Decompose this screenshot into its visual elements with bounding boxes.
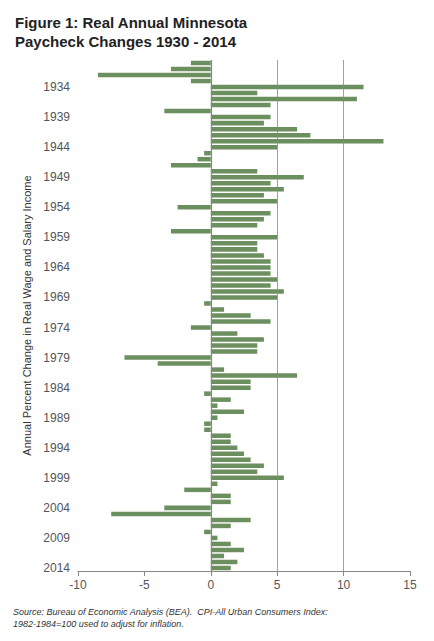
svg-text:-10: -10 xyxy=(69,578,87,592)
svg-text:Figure 1: Real Annual Minnesot: Figure 1: Real Annual Minnesota xyxy=(15,14,248,31)
svg-text:1979: 1979 xyxy=(43,351,70,365)
svg-text:15: 15 xyxy=(403,578,417,592)
svg-text:2009: 2009 xyxy=(43,531,70,545)
svg-text:1934: 1934 xyxy=(43,80,70,94)
svg-text:Annual Percent Change in Real: Annual Percent Change in Real Wage and S… xyxy=(21,175,33,455)
svg-text:1999: 1999 xyxy=(43,471,70,485)
svg-text:1949: 1949 xyxy=(43,170,70,184)
svg-text:1944: 1944 xyxy=(43,140,70,154)
svg-text:0: 0 xyxy=(207,578,214,592)
svg-text:1984: 1984 xyxy=(43,381,70,395)
svg-text:-5: -5 xyxy=(139,578,150,592)
svg-text:1954: 1954 xyxy=(43,200,70,214)
svg-text:1969: 1969 xyxy=(43,290,70,304)
svg-text:1994: 1994 xyxy=(43,441,70,455)
svg-text:Paycheck Changes 1930 - 2014: Paycheck Changes 1930 - 2014 xyxy=(15,33,237,50)
svg-text:5: 5 xyxy=(274,578,281,592)
svg-text:2014: 2014 xyxy=(43,561,70,575)
svg-text:1989: 1989 xyxy=(43,411,70,425)
svg-text:1939: 1939 xyxy=(43,110,70,124)
svg-text:1959: 1959 xyxy=(43,230,70,244)
svg-text:1982-1984=100 used to adjust f: 1982-1984=100 used to adjust for inflati… xyxy=(13,619,184,629)
svg-text:2004: 2004 xyxy=(43,501,70,515)
svg-text:1974: 1974 xyxy=(43,321,70,335)
svg-text:1964: 1964 xyxy=(43,260,70,274)
svg-text:Source: Bureau of Economic Ana: Source: Bureau of Economic Analysis (BEA… xyxy=(13,607,328,617)
svg-text:10: 10 xyxy=(337,578,351,592)
